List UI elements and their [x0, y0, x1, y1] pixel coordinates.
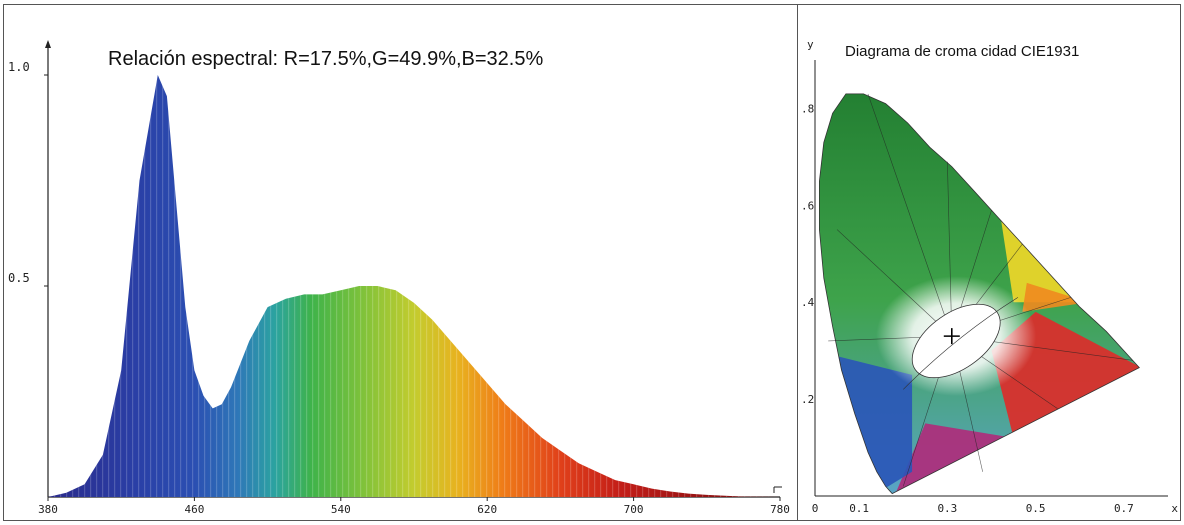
cie-planckian-locus	[903, 297, 1019, 390]
cie-x-tick-label: 0.3	[937, 502, 957, 515]
cie-x-tick-label: 0.5	[1026, 502, 1046, 515]
cie-y-tick-label: .8	[801, 102, 814, 115]
cie-region-divider	[947, 161, 953, 337]
cie-y-tick-label: .2	[801, 393, 814, 406]
cie-y-tick-label: .6	[801, 199, 814, 212]
cie-x-tick-label: 0.7	[1114, 502, 1134, 515]
x-tick-label: 540	[331, 503, 351, 516]
cie-plot-area: 0 0.1 0.3 0.5 0.7 .2 .4 .6 .8 y x	[801, 38, 1178, 515]
cie-white-ellipse	[911, 303, 1001, 379]
cie-y-axis-label: y	[807, 38, 814, 51]
spectrum-stripes	[48, 75, 780, 497]
cie-region-divider	[836, 229, 952, 337]
x-tick-label: 780	[770, 503, 790, 516]
cie-x-axis-label: x	[1171, 502, 1178, 515]
x-tick-label: 380	[38, 503, 58, 516]
cie-x-tick-label: 0	[812, 502, 819, 515]
spectrum-plot-area: 380 460 540 620 700 780 0.5 1.0	[8, 40, 790, 516]
spectrum-title: Relación espectral: R=17.5%,G=49.9%,B=32…	[108, 48, 544, 70]
x-tick-label: 460	[184, 503, 204, 516]
x-tick-label: 700	[624, 503, 644, 516]
cie-y-tick-label: .4	[801, 296, 815, 309]
y-tick-label: 1.0	[8, 60, 30, 74]
cie-x-tick-label: 0.1	[849, 502, 869, 515]
x-tick-label: 620	[477, 503, 497, 516]
cie-color-fill	[819, 93, 1140, 494]
cie-region-divider	[867, 93, 953, 337]
cie-title: Diagrama de croma cidad CIE1931	[845, 43, 1080, 60]
cie-locus-outline	[819, 93, 1140, 495]
y-tick-label: 0.5	[8, 271, 30, 285]
y-axis-arrow	[45, 40, 51, 48]
cie-orange-region	[1022, 282, 1089, 312]
